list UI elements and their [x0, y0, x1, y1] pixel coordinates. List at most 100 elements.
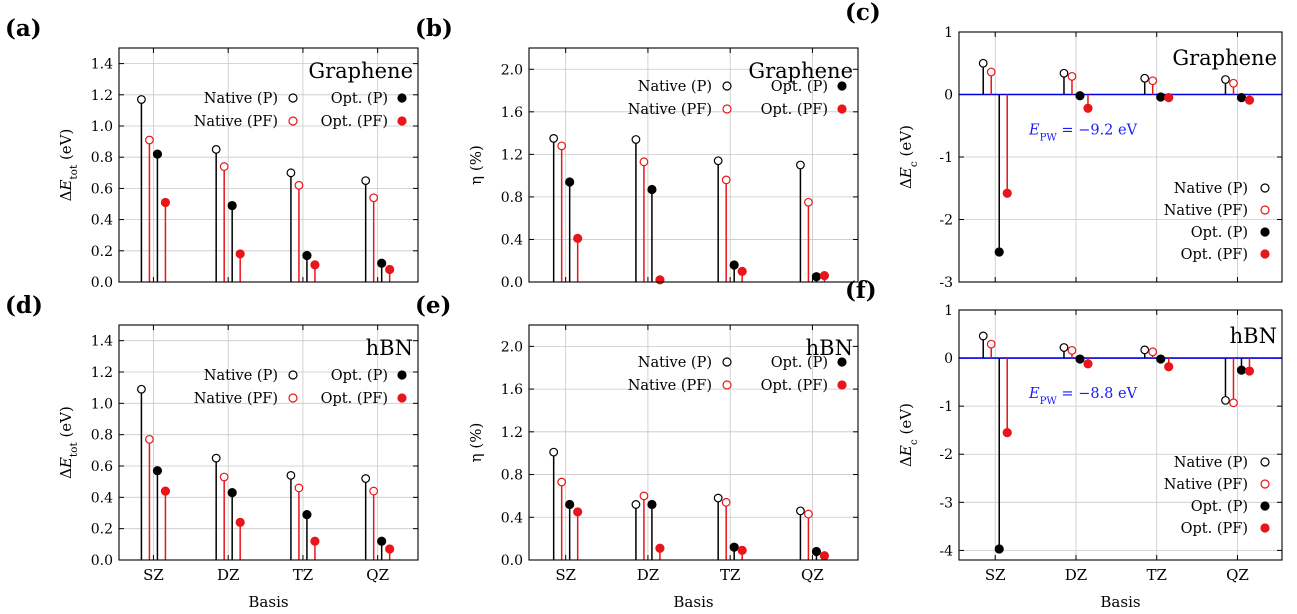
- marker-c-3-1: [1083, 103, 1093, 113]
- legend: Native (P) Opt. (P) Native (PF) Opt. (PF): [194, 368, 407, 407]
- y-tick-label: 1.2: [501, 425, 523, 441]
- marker-c-3-3: [1244, 95, 1255, 105]
- y-tick-label: 1.6: [501, 105, 523, 121]
- y-axis-label: ΔEtot (eV): [57, 406, 80, 479]
- marker-c-1-3: [1229, 78, 1238, 88]
- marker-a-1-1: [219, 162, 229, 171]
- legend-label: Opt. (P): [771, 355, 828, 371]
- x-tick-label: DZ: [1065, 566, 1087, 584]
- legend-label: Native (P): [204, 368, 278, 384]
- legend: Native (P) Native (PF) Opt. (P) Opt. (PF): [1164, 181, 1270, 263]
- x-tick-label: DZ: [217, 566, 239, 584]
- legend-marker: [837, 81, 847, 91]
- marker-f-2-3: [1236, 365, 1247, 375]
- marker-c-0-1: [1059, 68, 1069, 78]
- marker-f-2-1: [1075, 354, 1085, 364]
- x-tick-label: TZ: [293, 566, 313, 584]
- marker-d-0-2: [286, 471, 296, 480]
- marker-d-1-2: [294, 483, 304, 493]
- marker-c-0-3: [1221, 75, 1230, 84]
- marker-c-1-1: [1067, 71, 1077, 81]
- y-tick-label: 0.4: [501, 510, 523, 526]
- y-tick-label: 0.8: [91, 150, 113, 166]
- legend-marker: [397, 370, 407, 380]
- legend-label: Opt. (PF): [761, 378, 828, 394]
- x-tick-label: SZ: [985, 566, 1006, 584]
- marker-e-1-2: [721, 497, 731, 507]
- plot-frame: [958, 309, 1283, 561]
- x-axis-label: Basis: [1100, 593, 1140, 611]
- marker-a-1-0: [145, 135, 154, 145]
- marker-c-2-0: [994, 247, 1004, 257]
- marker-d-3-0: [160, 486, 171, 496]
- marker-a-2-3: [377, 258, 387, 268]
- y-tick-label: 0.8: [91, 428, 113, 444]
- legend-label: Opt. (PF): [1181, 521, 1248, 537]
- plot-frame: [528, 47, 859, 283]
- marker-b-3-1: [655, 275, 665, 285]
- marker-e-0-1: [631, 500, 641, 509]
- legend-label: Opt. (P): [1191, 225, 1248, 241]
- marker-b-1-1: [639, 157, 649, 167]
- marker-d-0-0: [137, 384, 146, 394]
- x-axis-label: Basis: [673, 593, 713, 611]
- y-tick-label: 1.6: [501, 382, 523, 398]
- marker-d-2-1: [227, 488, 237, 498]
- x-tick-label: QZ: [366, 566, 389, 584]
- y-tick-label: -1: [939, 399, 953, 415]
- marker-d-0-3: [361, 474, 371, 483]
- marker-b-0-3: [796, 160, 805, 170]
- legend-marker: [288, 93, 298, 103]
- legend-label: Opt. (PF): [761, 102, 828, 118]
- legend-marker: [1260, 227, 1270, 237]
- legend-marker: [837, 104, 847, 114]
- legend-label: Opt. (P): [771, 79, 828, 95]
- plot-frame: [528, 324, 859, 561]
- marker-f-2-2: [1156, 354, 1166, 364]
- marker-b-1-0: [557, 141, 567, 151]
- y-tick-label: -3: [939, 495, 953, 511]
- marker-a-0-1: [211, 144, 221, 154]
- y-tick-label: 2.0: [501, 62, 523, 78]
- y-tick-label: 1: [944, 303, 953, 319]
- marker-e-3-3: [819, 551, 830, 561]
- y-tick-label: 1.4: [91, 334, 113, 350]
- legend-marker: [1260, 501, 1270, 511]
- y-axis-label: ΔEc (eV): [897, 403, 920, 467]
- marker-b-0-2: [713, 156, 723, 166]
- legend-label: Native (PF): [628, 102, 712, 118]
- legend-marker: [1260, 205, 1270, 215]
- y-tick-label: -4: [939, 543, 953, 559]
- legend-marker: [288, 393, 298, 403]
- marker-b-2-3: [811, 272, 822, 282]
- marker-b-0-1: [631, 135, 641, 144]
- legend-marker: [722, 357, 732, 367]
- panel-label: (d): [5, 292, 43, 319]
- marker-a-1-3: [369, 193, 379, 203]
- y-tick-label: -2: [939, 447, 953, 463]
- marker-e-1-1: [639, 491, 649, 501]
- x-tick-label: QZ: [801, 566, 824, 584]
- plot-frame: [958, 31, 1283, 283]
- panel-label: (e): [415, 292, 451, 319]
- y-tick-label: 0.8: [501, 468, 523, 484]
- y-tick-label: 0.2: [91, 244, 113, 260]
- x-tick-label: QZ: [1226, 566, 1249, 584]
- y-tick-label: 0.4: [501, 232, 523, 248]
- legend: Native (P) Opt. (P) Native (PF) Opt. (PF): [628, 79, 847, 118]
- y-tick-label: 0.0: [91, 553, 113, 569]
- y-tick-label: 0.2: [91, 522, 113, 538]
- y-tick-label: 1.0: [91, 119, 113, 135]
- panel-title: Graphene: [308, 59, 413, 83]
- marker-f-3-3: [1244, 366, 1255, 376]
- marker-b-1-2: [721, 175, 731, 185]
- y-tick-label: -1: [939, 150, 953, 166]
- legend-marker: [1260, 249, 1270, 259]
- legend-label: Native (P): [638, 79, 712, 95]
- marker-c-3-0: [1002, 188, 1012, 198]
- panel-a: 0.0 0.2 0.4 0.6 0.8 1.0 1.2 1.4 ΔEtot (eV) (a) Gra…: [5, 15, 419, 291]
- marker-d-2-2: [302, 509, 312, 520]
- panel-title: hBN: [806, 336, 853, 360]
- marker-e-2-3: [811, 546, 822, 557]
- x-tick-label: TZ: [1147, 566, 1167, 584]
